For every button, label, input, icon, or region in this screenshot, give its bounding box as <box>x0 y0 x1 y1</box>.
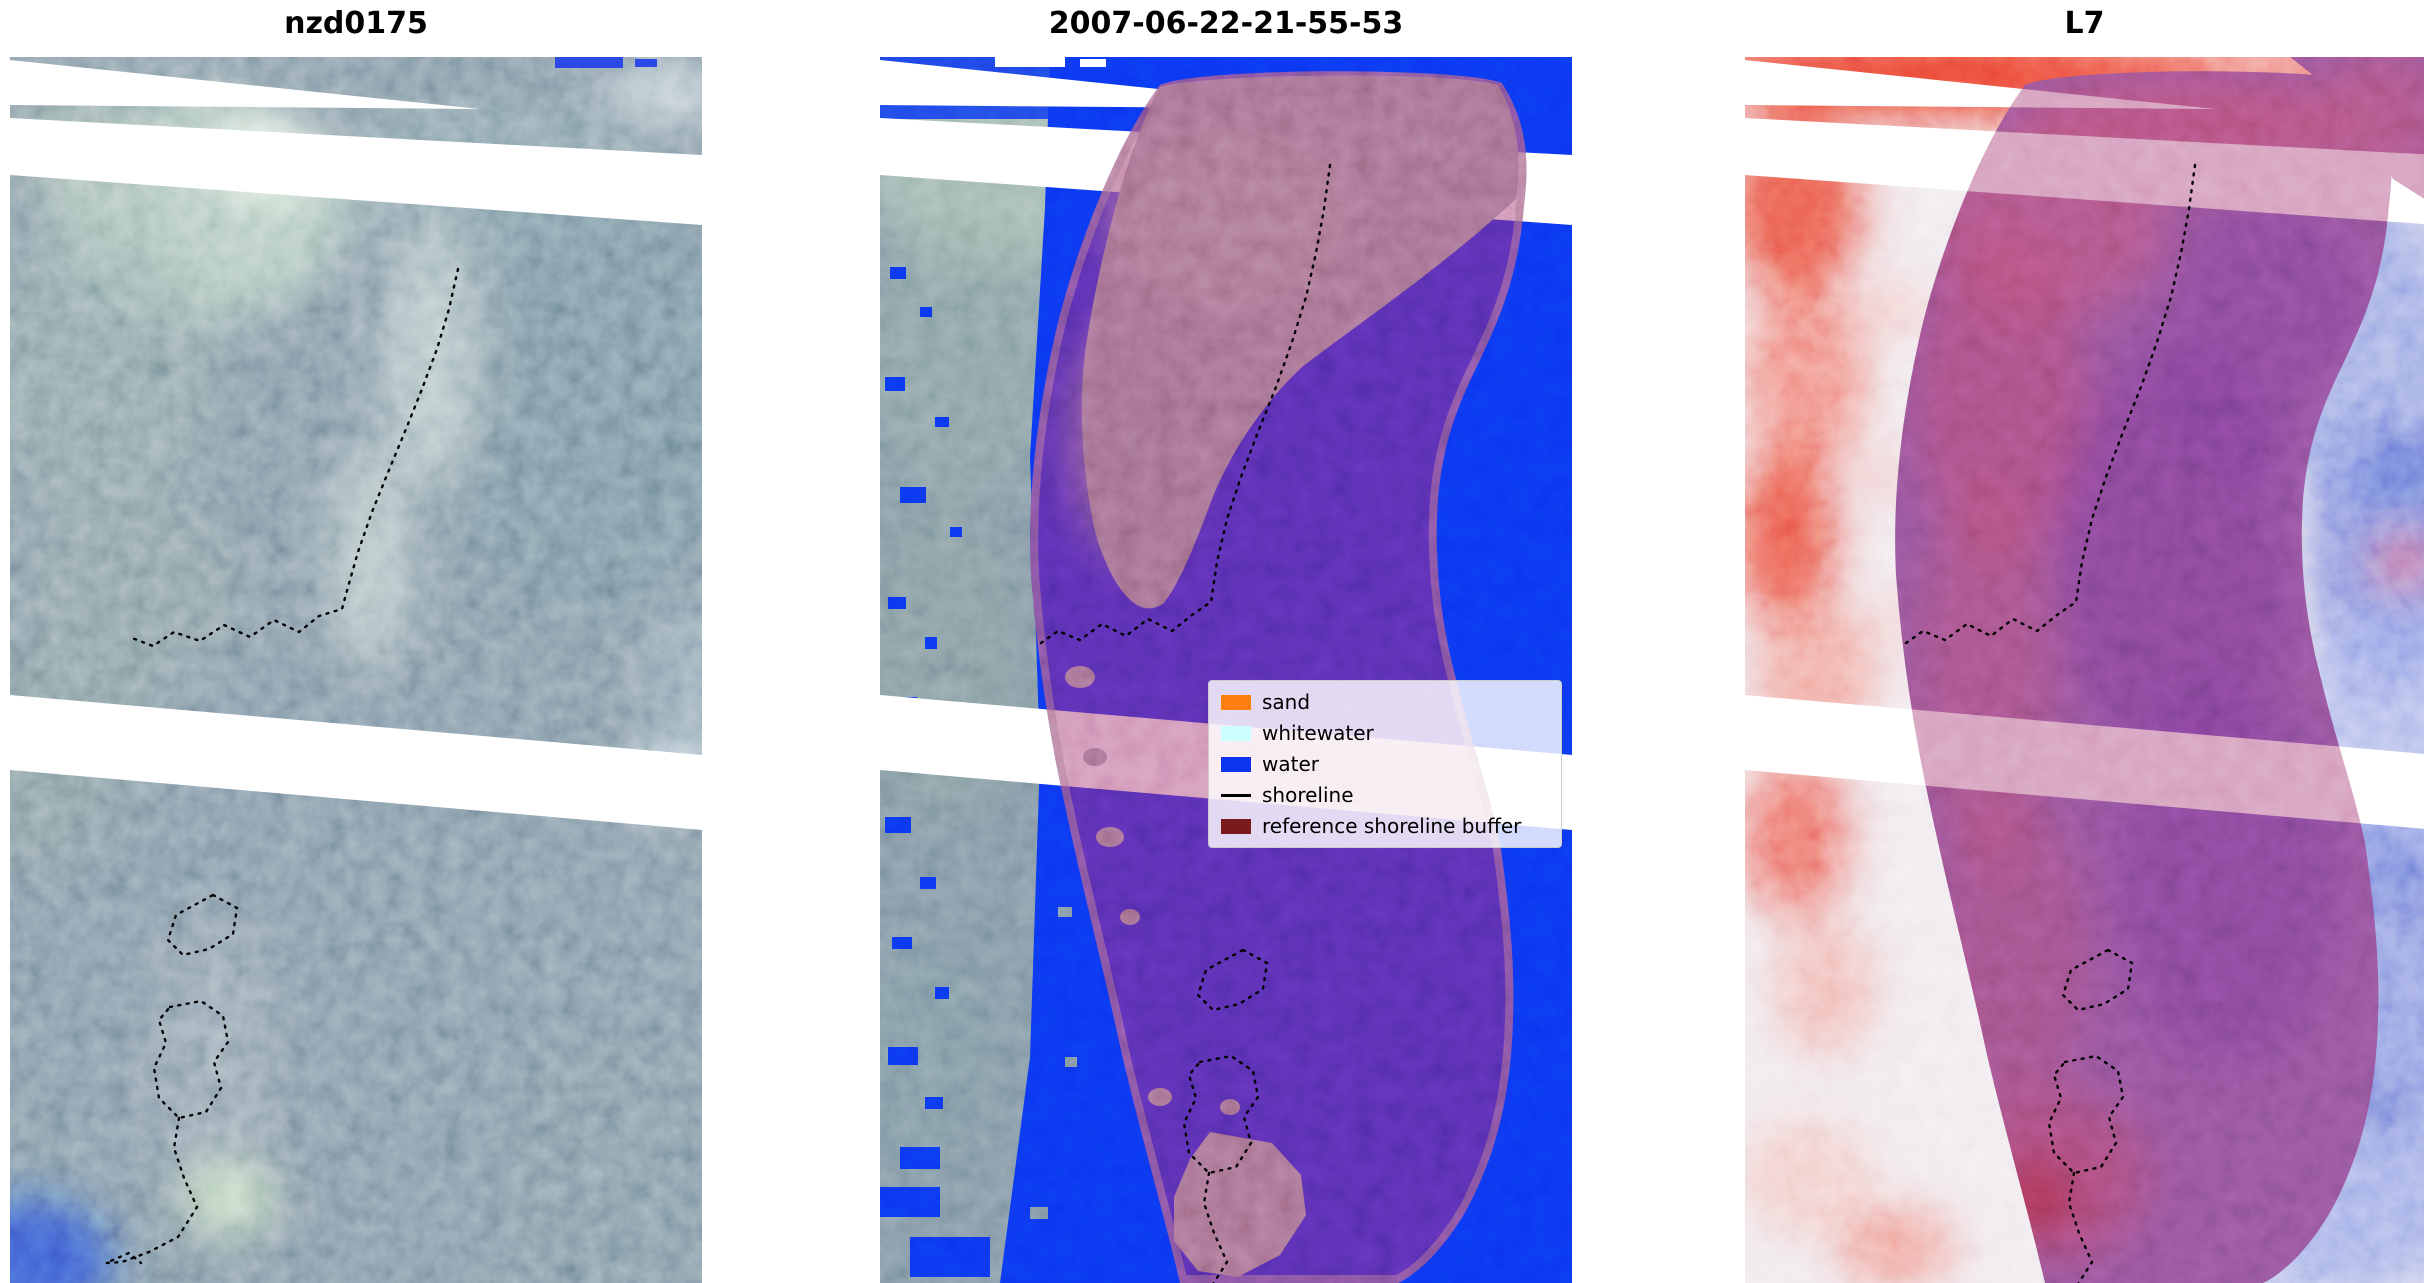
legend-swatch-shoreline-line <box>1221 793 1251 797</box>
legend: sand whitewater water shoreline referenc… <box>1208 680 1562 848</box>
legend-row-shoreline: shoreline <box>1221 783 1549 807</box>
panel-index-image <box>1745 57 2424 1283</box>
shoreline-loop <box>166 893 239 957</box>
shoreline-upper <box>130 267 460 648</box>
panel-title-classification: 2007-06-22-21-55-53 <box>1048 6 1404 41</box>
slc-gap-stripes <box>10 60 702 830</box>
shoreline-blob <box>2047 1054 2125 1175</box>
shoreline-dotted <box>1904 163 2197 1283</box>
panel-title-index: L7 <box>2064 6 2105 41</box>
shoreline-tail <box>105 1116 199 1265</box>
shoreline-blob <box>152 999 230 1120</box>
rgb-image <box>10 57 702 1283</box>
legend-row-sand: sand <box>1221 690 1549 714</box>
legend-row-water: water <box>1221 752 1549 776</box>
slc-gap-stripe-upper <box>10 118 702 225</box>
legend-label-reference-buffer: reference shoreline buffer <box>1262 814 1522 838</box>
slc-gap-stripe-top <box>10 60 480 109</box>
legend-label-water: water <box>1262 752 1319 776</box>
legend-label-whitewater: whitewater <box>1262 721 1374 745</box>
shoreline-loop <box>1196 948 1269 1012</box>
legend-swatch-whitewater <box>1221 725 1251 741</box>
legend-swatch-reference-buffer <box>1221 818 1251 834</box>
classified-image <box>880 57 1572 1283</box>
panel-rgb-image <box>10 57 702 1283</box>
water-pixels-top-edge <box>555 57 657 68</box>
legend-row-whitewater: whitewater <box>1221 721 1549 745</box>
legend-row-reference-buffer: reference shoreline buffer <box>1221 814 1549 838</box>
legend-swatch-sand <box>1221 694 1251 710</box>
rgb-noise-texture <box>10 57 702 1283</box>
legend-swatch-water <box>1221 756 1251 772</box>
shoreline-dotted <box>1039 163 1332 1283</box>
shoreline-blob <box>1182 1054 1260 1175</box>
legend-label-shoreline: shoreline <box>1262 783 1354 807</box>
shoreline-loop <box>2061 948 2134 1012</box>
slc-gap-stripe-middle <box>10 695 702 830</box>
panel-classification <box>880 57 1572 1283</box>
index-image <box>1745 57 2424 1283</box>
legend-label-sand: sand <box>1262 690 1311 714</box>
panel-title-rgb: nzd0175 <box>284 6 428 41</box>
shoreline-dotted <box>105 267 460 1265</box>
noise-texture <box>880 57 1572 1283</box>
